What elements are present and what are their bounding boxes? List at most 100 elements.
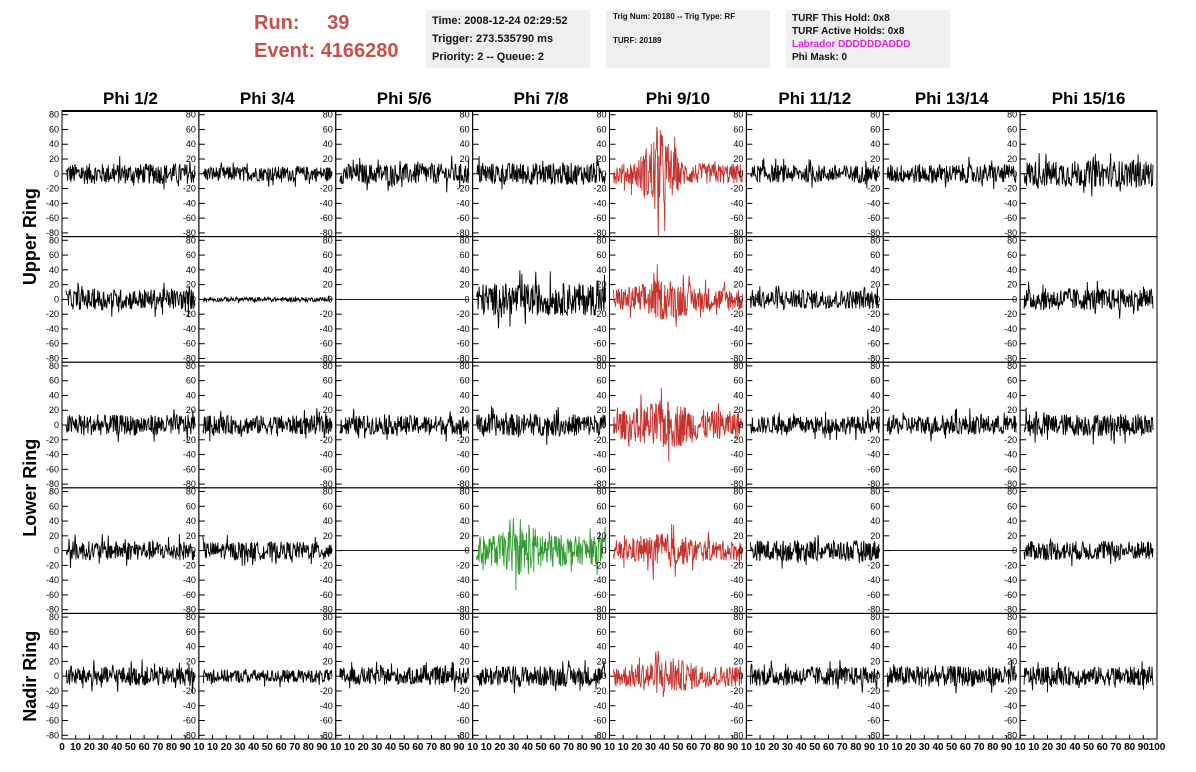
y-tick-label-r4-c7-3: 20 <box>870 531 880 541</box>
y-tick-label-r4-c4-2: 40 <box>460 516 470 526</box>
y-tick-label-r3-c8-7: -60 <box>1004 464 1017 474</box>
y-tick-label-r2-c5-8: -80 <box>593 354 606 364</box>
y-tick-label-r1-c2-8: -80 <box>183 228 196 238</box>
y-tick-label-r2-c2-8: -80 <box>183 354 196 364</box>
y-tick-label-r3-c2-0: 80 <box>186 361 196 371</box>
y-tick-label-r4-c2-0: 80 <box>186 486 196 496</box>
y-tick-label-r4-c5-7: -60 <box>593 590 606 600</box>
x-tick-label-15: 50 <box>262 742 274 753</box>
y-tick-label-r1-c2-6: -40 <box>183 198 196 208</box>
y-tick-label-r4-c5-1: 60 <box>596 501 606 511</box>
waveform-r3-c7 <box>886 408 1017 442</box>
y-tick-label-r3-c4-4: 0 <box>465 420 470 430</box>
y-tick-label-r3-c3-8: -80 <box>320 479 333 489</box>
y-tick-label-r1-c6-5: -20 <box>730 184 743 194</box>
y-tick-label-r1-c6-4: 0 <box>738 169 743 179</box>
waveform-r2-c8 <box>1023 280 1154 319</box>
y-tick-label-r4-c6-6: -40 <box>730 575 743 585</box>
y-tick-label-r2-c3-5: -20 <box>320 309 333 319</box>
y-tick-label-r5-c1-8: -80 <box>46 730 59 740</box>
y-tick-label-r4-c5-3: 20 <box>596 531 606 541</box>
turf-info-box: TURF This Hold: 0x8 TURF Active Holds: 0… <box>786 10 950 68</box>
y-tick-label-r1-c3-1: 60 <box>323 124 333 134</box>
y-tick-label-r5-c8-6: -40 <box>1004 701 1017 711</box>
x-tick-label-58: 80 <box>850 742 862 753</box>
y-tick-label-r3-c7-3: 20 <box>870 405 880 415</box>
y-tick-label-r1-c7-5: -20 <box>867 184 880 194</box>
waveform-r5-c2 <box>202 669 333 688</box>
x-tick-label-63: 30 <box>919 742 931 753</box>
y-tick-label-r4-c7-6: -40 <box>867 575 880 585</box>
y-tick-label-r2-c3-6: -40 <box>320 324 333 334</box>
ring-label-3: Nadir Ring <box>20 631 40 722</box>
y-tick-label-r3-c3-3: 20 <box>323 405 333 415</box>
column-header-1: Phi 1/2 <box>103 89 158 108</box>
y-tick-label-r5-c6-4: 0 <box>738 671 743 681</box>
y-tick-label-r5-c3-1: 60 <box>323 627 333 637</box>
y-tick-label-r2-c2-4: 0 <box>191 294 196 304</box>
y-tick-label-r3-c7-1: 60 <box>870 376 880 386</box>
y-tick-label-r2-c8-3: 20 <box>1007 280 1017 290</box>
y-tick-label-r1-c4-3: 20 <box>460 154 470 164</box>
x-tick-label-80: 100 <box>1149 742 1166 753</box>
y-tick-label-r5-c2-3: 20 <box>186 656 196 666</box>
x-tick-label-53: 30 <box>782 742 794 753</box>
x-tick-label-50: 10 <box>741 742 753 753</box>
y-tick-label-r5-c5-0: 80 <box>596 612 606 622</box>
y-tick-label-r2-c3-0: 80 <box>323 235 333 245</box>
column-header-2: Phi 3/4 <box>240 89 295 108</box>
labrador-text: Labrador DDDDDDADDD <box>792 39 911 50</box>
y-tick-label-r3-c8-2: 40 <box>1007 390 1017 400</box>
y-tick-label-r1-c8-6: -40 <box>1004 198 1017 208</box>
y-tick-label-r5-c4-8: -80 <box>457 730 470 740</box>
y-tick-label-r5-c1-5: -20 <box>46 686 59 696</box>
waveform-r3-c8 <box>1023 407 1154 445</box>
x-tick-label-9: 90 <box>180 742 192 753</box>
y-tick-label-r5-c4-1: 60 <box>460 627 470 637</box>
event-value: 4166280 <box>320 40 399 62</box>
y-tick-label-r2-c1-0: 80 <box>49 235 59 245</box>
y-tick-label-r3-c7-4: 0 <box>875 420 880 430</box>
x-tick-label-44: 40 <box>659 742 671 753</box>
y-tick-label-r1-c5-8: -80 <box>593 228 606 238</box>
y-tick-label-r1-c1-8: -80 <box>46 228 59 238</box>
y-tick-label-r2-c5-7: -60 <box>593 339 606 349</box>
y-tick-label-r1-c4-4: 0 <box>465 169 470 179</box>
y-tick-label-r3-c2-6: -40 <box>183 450 196 460</box>
y-tick-label-r4-c8-5: -20 <box>1004 560 1017 570</box>
y-tick-label-r5-c3-4: 0 <box>328 671 333 681</box>
x-tick-label-46: 60 <box>686 742 698 753</box>
x-tick-label-32: 20 <box>494 742 506 753</box>
y-tick-label-r4-c1-5: -20 <box>46 560 59 570</box>
y-tick-label-r5-c3-0: 80 <box>323 612 333 622</box>
y-tick-label-r3-c4-7: -60 <box>457 464 470 474</box>
y-tick-label-r5-c5-7: -60 <box>593 716 606 726</box>
y-tick-label-r5-c6-2: 40 <box>733 642 743 652</box>
x-tick-label-26: 60 <box>412 742 424 753</box>
y-tick-label-r1-c7-1: 60 <box>870 124 880 134</box>
y-tick-label-r2-c4-2: 40 <box>460 265 470 275</box>
y-tick-label-r3-c5-7: -60 <box>593 464 606 474</box>
y-tick-label-r4-c1-1: 60 <box>49 501 59 511</box>
y-tick-label-r3-c7-7: -60 <box>867 464 880 474</box>
y-tick-label-r4-c3-1: 60 <box>323 501 333 511</box>
y-tick-label-r3-c5-5: -20 <box>593 435 606 445</box>
y-tick-label-r5-c4-3: 20 <box>460 656 470 666</box>
x-tick-label-55: 50 <box>809 742 821 753</box>
y-tick-label-r1-c7-6: -40 <box>867 198 880 208</box>
y-tick-label-r5-c5-3: 20 <box>596 656 606 666</box>
y-tick-label-r5-c7-3: 20 <box>870 656 880 666</box>
x-tick-label-39: 90 <box>590 742 602 753</box>
y-tick-label-r2-c8-8: -80 <box>1004 354 1017 364</box>
y-tick-label-r2-c6-3: 20 <box>733 280 743 290</box>
y-tick-label-r4-c2-5: -20 <box>183 560 196 570</box>
y-tick-label-r1-c4-0: 80 <box>460 110 470 120</box>
y-tick-label-r5-c6-8: -80 <box>730 730 743 740</box>
waveform-r3-c2 <box>202 408 333 442</box>
y-tick-label-r4-c5-8: -80 <box>593 605 606 615</box>
panel-frame-r4-c8 <box>1019 487 1158 614</box>
y-tick-label-r5-c1-4: 0 <box>54 671 59 681</box>
x-tick-label-68: 80 <box>987 742 999 753</box>
y-tick-label-r5-c7-0: 80 <box>870 612 880 622</box>
y-tick-label-r5-c1-6: -40 <box>46 701 59 711</box>
